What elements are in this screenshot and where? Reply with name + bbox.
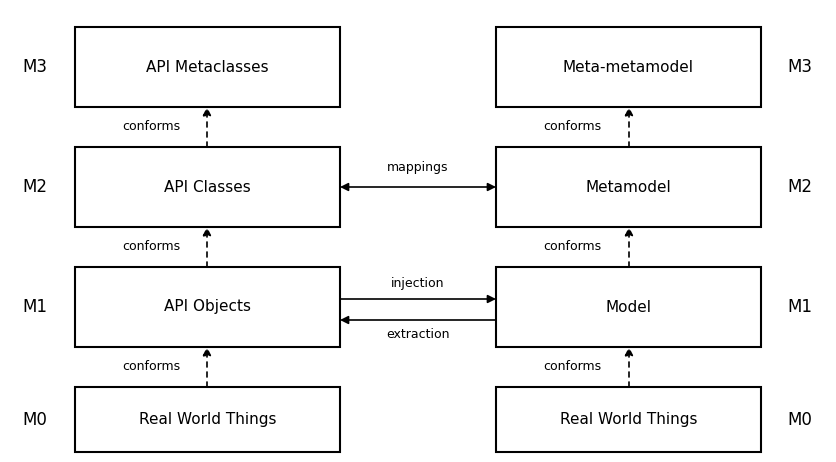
FancyBboxPatch shape xyxy=(496,387,761,452)
FancyBboxPatch shape xyxy=(75,147,340,227)
FancyBboxPatch shape xyxy=(75,387,340,452)
Text: M2: M2 xyxy=(23,178,48,196)
Text: conforms: conforms xyxy=(122,121,180,134)
Text: conforms: conforms xyxy=(122,360,180,373)
FancyBboxPatch shape xyxy=(496,267,761,347)
FancyBboxPatch shape xyxy=(496,27,761,107)
Text: conforms: conforms xyxy=(543,241,601,254)
Text: Meta-metamodel: Meta-metamodel xyxy=(563,60,694,74)
Text: M2: M2 xyxy=(788,178,813,196)
Text: Metamodel: Metamodel xyxy=(586,180,671,195)
Text: M3: M3 xyxy=(788,58,813,76)
Text: conforms: conforms xyxy=(543,121,601,134)
Text: API Metaclasses: API Metaclasses xyxy=(146,60,269,74)
FancyBboxPatch shape xyxy=(75,27,340,107)
FancyBboxPatch shape xyxy=(496,147,761,227)
Text: M1: M1 xyxy=(23,298,48,316)
Text: M3: M3 xyxy=(23,58,48,76)
Text: M0: M0 xyxy=(23,411,48,429)
Text: conforms: conforms xyxy=(543,360,601,373)
Text: API Classes: API Classes xyxy=(164,180,251,195)
Text: API Objects: API Objects xyxy=(164,299,251,315)
Text: extraction: extraction xyxy=(386,328,450,341)
Text: M0: M0 xyxy=(788,411,813,429)
Text: mappings: mappings xyxy=(387,160,449,174)
Text: Real World Things: Real World Things xyxy=(139,412,276,427)
FancyBboxPatch shape xyxy=(75,267,340,347)
Text: M1: M1 xyxy=(788,298,813,316)
Text: Real World Things: Real World Things xyxy=(560,412,697,427)
Text: Model: Model xyxy=(605,299,651,315)
Text: injection: injection xyxy=(391,278,445,291)
Text: conforms: conforms xyxy=(122,241,180,254)
